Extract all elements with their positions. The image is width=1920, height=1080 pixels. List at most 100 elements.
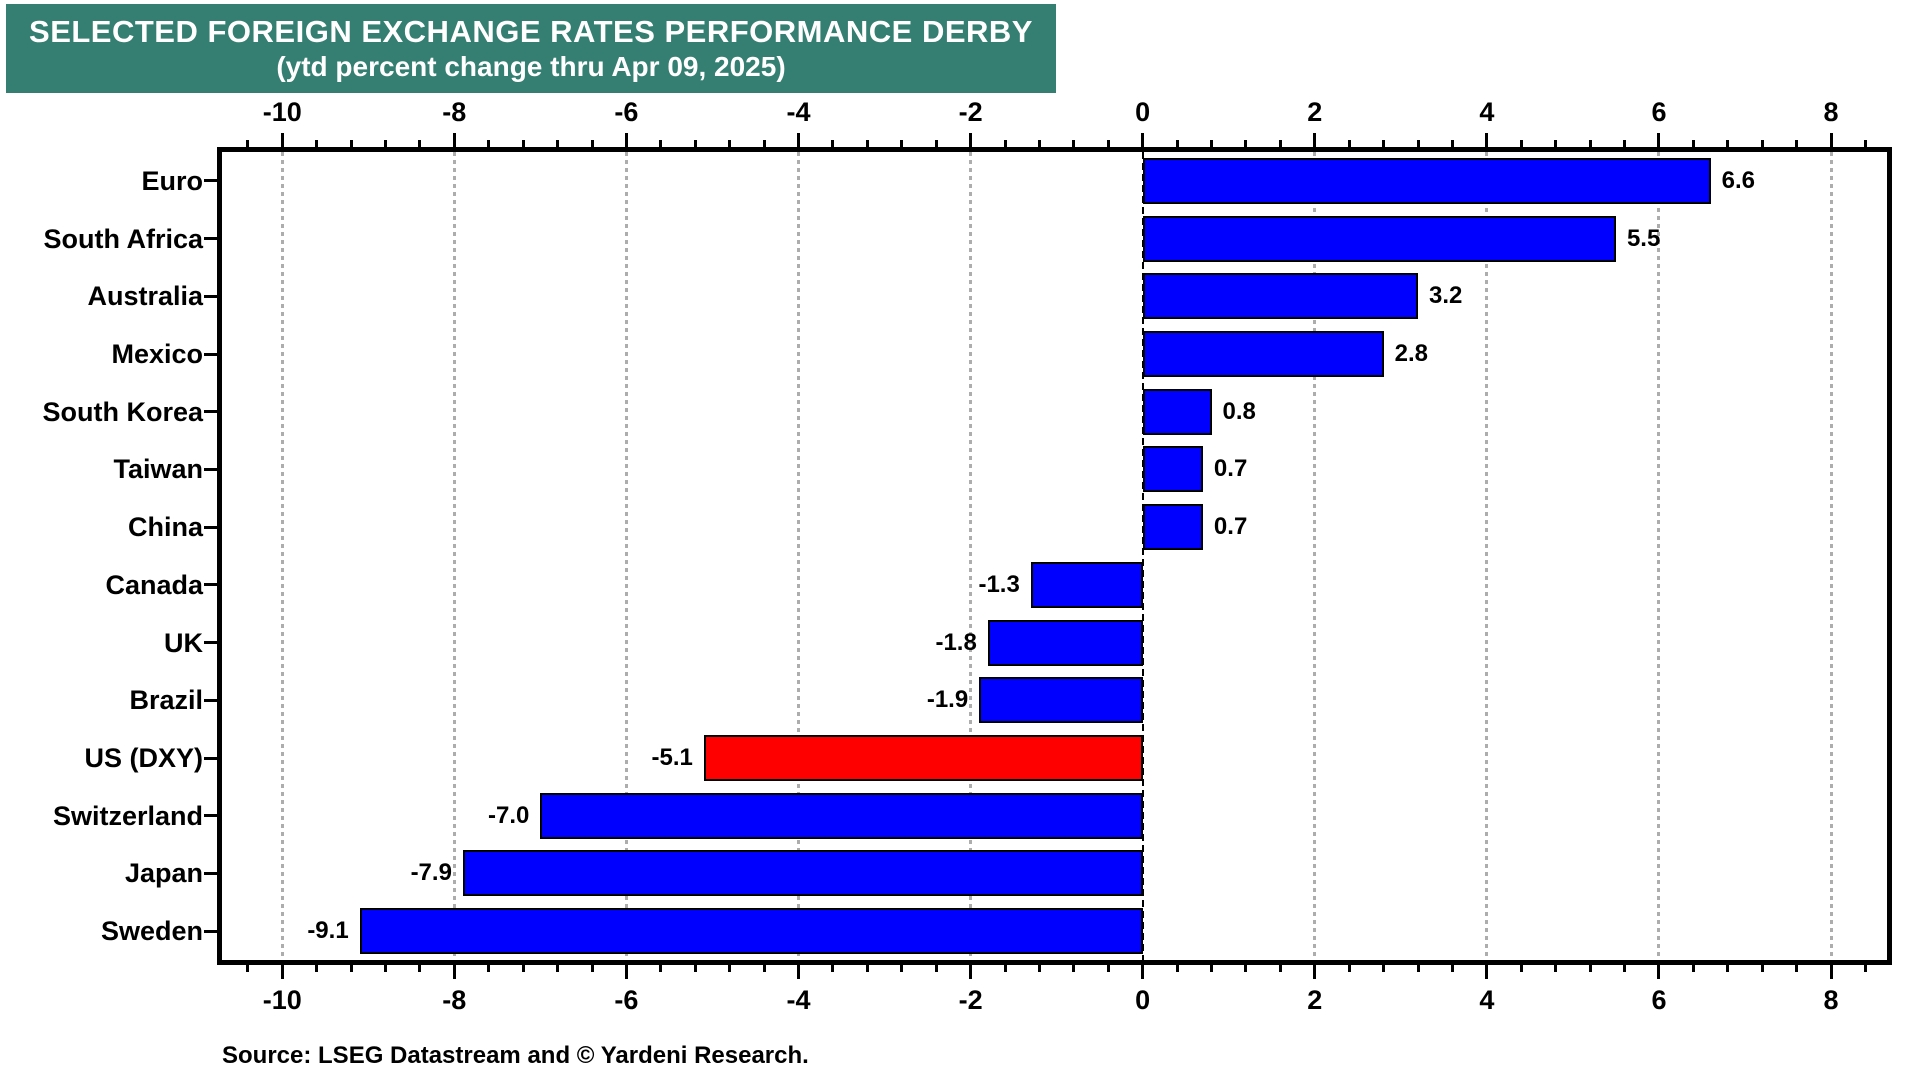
category-tick <box>204 641 217 645</box>
major-tick <box>1829 965 1833 979</box>
chart-title: SELECTED FOREIGN EXCHANGE RATES PERFORMA… <box>29 13 1033 49</box>
major-tick <box>1313 133 1317 147</box>
x-tick-label-bottom: -10 <box>262 985 302 1015</box>
category-label-canada: Canada <box>105 569 203 600</box>
major-tick <box>969 965 973 979</box>
minor-tick <box>1210 965 1214 972</box>
major-tick <box>1313 965 1317 979</box>
bar-taiwan <box>1142 446 1203 493</box>
x-tick-label-bottom: -4 <box>786 985 811 1015</box>
category-label-australia: Australia <box>87 281 203 312</box>
minor-tick <box>349 140 353 147</box>
minor-tick <box>934 140 938 147</box>
minor-tick <box>521 965 525 972</box>
minor-tick <box>521 140 525 147</box>
plot-inner: 6.6 5.5 3.2 2.8 0.8 0.7 0.7 -1.3 -1.8 -1.9 -5.1 -7.… <box>222 152 1887 960</box>
value-label: 2.8 <box>1394 340 1428 367</box>
minor-tick <box>1278 965 1282 972</box>
grid-line <box>280 152 284 960</box>
major-tick <box>280 133 284 147</box>
category-label-taiwan: Taiwan <box>113 454 203 485</box>
category-tick <box>204 583 217 587</box>
category-label-switzerland: Switzerland <box>52 800 203 831</box>
bar-south-africa <box>1142 215 1616 262</box>
minor-tick <box>1210 140 1214 147</box>
chart-subtitle: (ytd percent change thru Apr 09, 2025) <box>276 50 786 82</box>
plot-area: 6.6 5.5 3.2 2.8 0.8 0.7 0.7 -1.3 -1.8 -1.9 -5.1 -7.… <box>217 147 1892 965</box>
grid-line <box>1829 152 1833 960</box>
minor-tick <box>762 965 766 972</box>
minor-tick <box>900 965 904 972</box>
value-label: -7.9 <box>410 859 452 887</box>
bar-brazil <box>979 677 1143 724</box>
category-tick <box>204 352 217 356</box>
grid-line <box>969 152 973 960</box>
x-tick-label-bottom: 0 <box>1135 985 1151 1015</box>
minor-tick <box>693 140 697 147</box>
x-tick-label-bottom: 8 <box>1823 985 1839 1015</box>
minor-tick <box>349 965 353 972</box>
category-tick <box>204 756 217 760</box>
minor-tick <box>728 965 732 972</box>
bar-china <box>1142 504 1203 551</box>
major-tick <box>280 965 284 979</box>
major-tick <box>1485 965 1489 979</box>
major-tick <box>797 965 800 979</box>
minor-tick <box>1450 965 1454 972</box>
category-tick <box>204 698 217 702</box>
x-tick-label-bottom: 6 <box>1651 985 1667 1015</box>
minor-tick <box>1863 140 1867 147</box>
category-label-china: China <box>127 512 203 543</box>
bar-australia <box>1142 273 1419 320</box>
value-label: 5.5 <box>1626 224 1661 252</box>
minor-tick <box>246 965 250 972</box>
bar-switzerland <box>540 792 1143 839</box>
minor-tick <box>1588 140 1592 147</box>
bar-sweden <box>359 908 1143 955</box>
minor-tick <box>1691 140 1695 147</box>
minor-tick <box>1244 965 1248 972</box>
minor-tick <box>1588 965 1592 972</box>
minor-tick <box>1072 965 1076 972</box>
minor-tick <box>762 140 766 147</box>
grid-line <box>1485 152 1489 960</box>
value-label: 6.6 <box>1721 166 1755 194</box>
category-tick <box>204 179 217 183</box>
bar-us-dxy- <box>703 735 1143 781</box>
chart-title-banner: SELECTED FOREIGN EXCHANGE RATES PERFORMA… <box>6 4 1056 93</box>
value-label: -9.1 <box>307 917 349 945</box>
category-label-uk: UK <box>164 627 203 658</box>
bar-japan <box>462 850 1143 897</box>
minor-tick <box>556 965 560 972</box>
x-tick-label-bottom: -2 <box>958 985 983 1015</box>
minor-tick <box>1175 965 1179 972</box>
grid-line <box>1313 152 1317 960</box>
value-label: 0.7 <box>1213 513 1248 541</box>
value-label: -1.8 <box>935 628 977 656</box>
minor-tick <box>1072 140 1076 147</box>
category-label-brazil: Brazil <box>129 685 203 716</box>
category-label-mexico: Mexico <box>111 339 203 369</box>
value-label: -5.1 <box>651 744 693 771</box>
major-tick <box>797 133 800 147</box>
x-tick-label-bottom: -6 <box>614 985 639 1015</box>
category-label-us-dxy-: US (DXY) <box>84 743 203 773</box>
minor-tick <box>487 140 491 147</box>
category-tick <box>204 467 217 471</box>
major-tick <box>1485 133 1489 147</box>
minor-tick <box>1416 140 1420 147</box>
x-tick-label-top: -10 <box>262 97 302 127</box>
minor-tick <box>315 965 319 972</box>
minor-tick <box>1037 965 1041 972</box>
minor-tick <box>1519 140 1523 147</box>
minor-tick <box>1347 965 1351 972</box>
minor-tick <box>1795 965 1799 972</box>
minor-tick <box>1863 965 1867 972</box>
minor-tick <box>383 965 387 972</box>
minor-tick <box>659 965 663 972</box>
minor-tick <box>1175 140 1179 147</box>
category-label-sweden: Sweden <box>100 916 203 947</box>
minor-tick <box>1106 965 1110 972</box>
minor-tick <box>1382 140 1386 147</box>
